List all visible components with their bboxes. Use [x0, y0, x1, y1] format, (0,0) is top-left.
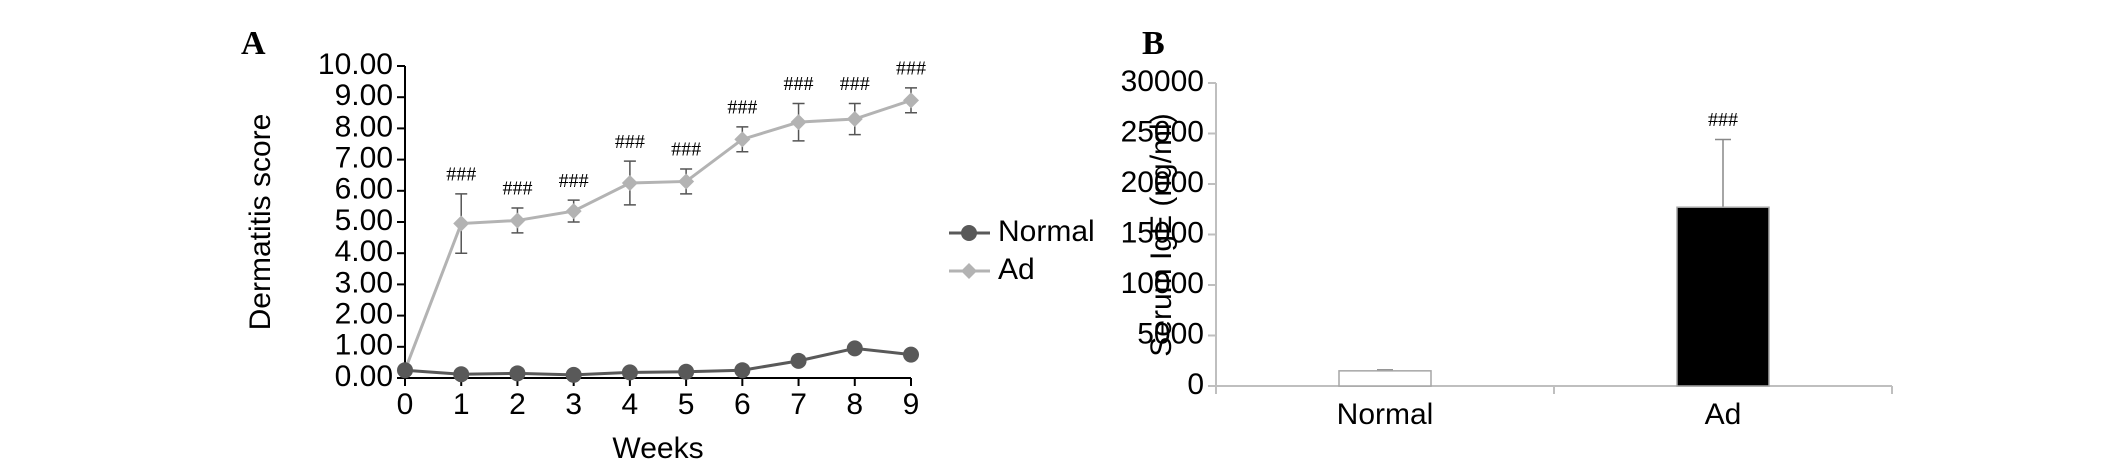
marker [453, 366, 470, 383]
x-tick-label: 6 [734, 388, 751, 421]
y-tick-label: 9.00 [335, 79, 393, 112]
marker [734, 131, 751, 148]
significance: ### [502, 178, 532, 200]
marker [790, 114, 807, 131]
marker [621, 364, 638, 381]
panel-label: A [241, 25, 266, 62]
legend-label: Normal [998, 215, 1095, 248]
significance: ### [446, 164, 476, 186]
marker [734, 362, 751, 379]
marker [621, 175, 638, 191]
marker [509, 212, 526, 229]
marker [678, 363, 695, 380]
x-tick-label: 9 [903, 388, 920, 421]
y-tick-label: 5000 [1137, 317, 1204, 350]
x-tick-label: 1 [453, 388, 470, 421]
x-axis-label: Weeks [612, 432, 703, 465]
y-tick-label: 0.00 [335, 360, 393, 393]
significance: ### [727, 96, 757, 118]
significance: ### [615, 131, 645, 153]
bar [1676, 206, 1770, 387]
significance: ### [896, 57, 926, 79]
y-tick-label: 6.00 [335, 173, 393, 206]
y-tick-label: 10.00 [318, 48, 393, 81]
marker [790, 352, 807, 369]
marker [846, 340, 863, 357]
significance: ### [671, 139, 701, 161]
y-tick-label: 15000 [1121, 216, 1204, 249]
y-tick-label: 0 [1187, 368, 1204, 401]
y-tick-label: 30000 [1121, 65, 1204, 98]
error-bar [1715, 138, 1731, 208]
marker [903, 346, 919, 363]
marker [678, 173, 695, 190]
x-tick-label: 2 [509, 388, 526, 421]
legend-marker [961, 225, 977, 241]
series-line [404, 346, 912, 377]
marker [565, 366, 582, 383]
y-tick-label: 8.00 [335, 110, 393, 143]
y-tick-label: 25000 [1121, 115, 1204, 148]
y-tick-label: 10000 [1121, 267, 1204, 300]
marker [846, 111, 863, 128]
x-tick-label: 8 [846, 388, 863, 421]
significance: ### [840, 73, 870, 95]
x-tick-label: Normal [1337, 398, 1434, 431]
marker [509, 365, 526, 382]
bar [1338, 370, 1432, 387]
x-tick-label: 7 [790, 388, 807, 421]
y-tick-label: 3.00 [335, 266, 393, 299]
y-tick-label: 20000 [1121, 166, 1204, 199]
x-tick-label: 4 [622, 388, 639, 421]
significance: ### [784, 73, 814, 95]
series-line [403, 98, 912, 371]
legend-label: Ad [998, 253, 1035, 286]
x-tick-label: 0 [397, 388, 414, 421]
marker [903, 92, 919, 109]
y-tick-label: 1.00 [335, 329, 393, 362]
x-tick-label: 5 [678, 388, 695, 421]
y-tick-label: 4.00 [335, 235, 393, 268]
marker [565, 203, 582, 220]
y-axis-label: Dermatitis score [244, 114, 277, 331]
x-tick-label: Ad [1705, 398, 1742, 431]
significance: ### [1708, 109, 1738, 131]
y-tick-label: 7.00 [335, 142, 393, 175]
legend-marker [961, 263, 977, 279]
marker [397, 362, 413, 379]
y-axis-label: Serum IgE (ng/ml) [1145, 113, 1178, 356]
y-tick-label: 2.00 [335, 298, 393, 331]
panel-label: B [1142, 25, 1165, 62]
significance: ### [559, 170, 589, 192]
y-tick-label: 5.00 [335, 204, 393, 237]
x-tick-label: 3 [565, 388, 582, 421]
marker [453, 215, 470, 232]
